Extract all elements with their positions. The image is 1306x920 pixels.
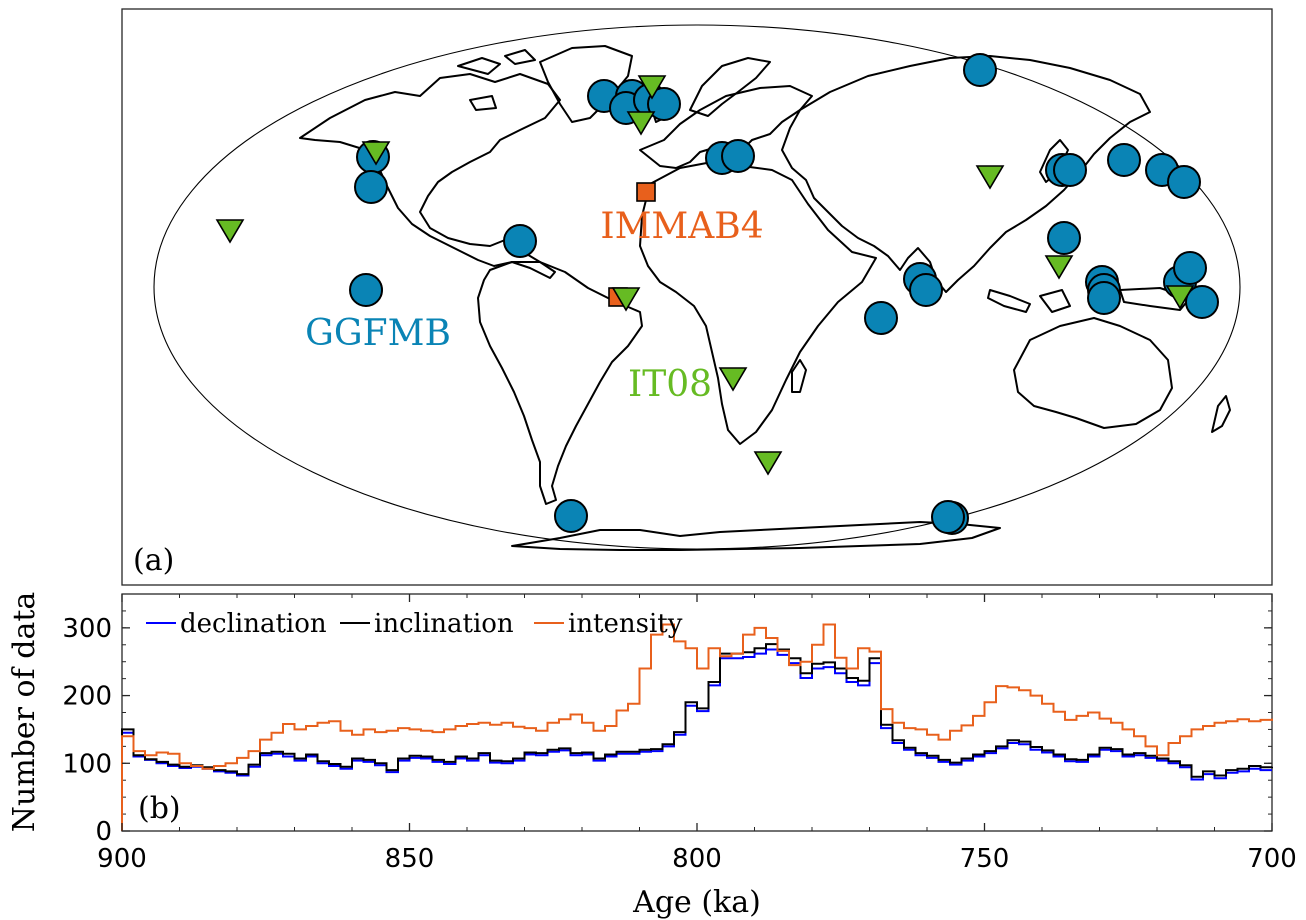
se-asia-islands <box>987 277 1191 313</box>
ggfmb-site-marker <box>864 301 898 335</box>
x-tick-label: 700 <box>1247 844 1297 874</box>
asia-coast <box>781 55 1151 293</box>
x-tick-label: 750 <box>960 844 1010 874</box>
ggfmb-site-marker <box>349 273 383 307</box>
ggfmb-site-marker <box>1167 165 1201 199</box>
it08-site-marker <box>975 165 1005 190</box>
mollweide-outline <box>153 24 1241 550</box>
site-markers <box>215 53 1219 535</box>
south-america-coast <box>477 261 643 505</box>
chart-panel-label: (b) <box>138 791 181 826</box>
it08-site-marker <box>753 451 783 476</box>
series-line-intensity <box>121 623 1273 831</box>
y-tick-label: 0 <box>95 817 112 847</box>
immab4-label: IMMAB4 <box>600 206 763 247</box>
legend: declination inclination intensity <box>146 609 683 639</box>
y-tick-label: 100 <box>62 749 112 779</box>
it08-site-marker <box>637 75 667 100</box>
map-panel-label: (a) <box>133 543 174 578</box>
ggfmb-site-marker <box>503 224 537 258</box>
x-tick-label: 900 <box>97 844 147 874</box>
legend-label-declination: declination <box>180 609 327 639</box>
legend-label-intensity: intensity <box>568 609 683 639</box>
it08-site-marker <box>1044 255 1074 280</box>
ggfmb-site-marker <box>909 273 943 307</box>
ggfmb-site-marker <box>554 499 588 533</box>
series-line-inclination <box>121 643 1273 831</box>
legend-label-inclination: inclination <box>374 609 514 639</box>
ggfmb-label: GGFMB <box>305 313 451 354</box>
ggfmb-site-marker <box>963 53 997 87</box>
ggfmb-site-marker <box>354 170 388 204</box>
it08-site-marker <box>718 367 748 392</box>
ggfmb-site-marker <box>931 500 965 534</box>
y-axis-label: Number of data <box>7 592 42 833</box>
arctic-islands <box>457 49 536 111</box>
ggfmb-site-marker <box>1107 143 1141 177</box>
x-axis-ticks: 900 850 800 750 700 <box>97 594 1297 874</box>
it08-site-marker <box>215 219 245 244</box>
madagascar-coast <box>791 359 807 393</box>
ggfmb-site-marker <box>1053 153 1087 187</box>
y-tick-label: 200 <box>62 682 112 712</box>
australia-coast <box>1013 317 1173 429</box>
map-panel: GGFMB IMMAB4 IT08 (a) <box>121 8 1273 586</box>
it08-site-marker <box>361 141 391 166</box>
europe-coast <box>639 85 813 169</box>
y-axis-ticks: 0 100 200 300 <box>62 614 1272 847</box>
x-axis-label: Age (ka) <box>632 885 761 920</box>
ggfmb-site-marker <box>1087 281 1121 315</box>
ggfmb-site-marker <box>1047 221 1081 255</box>
y-tick-label: 300 <box>62 614 112 644</box>
it08-site-marker <box>611 287 641 312</box>
ggfmb-site-marker <box>1173 251 1207 285</box>
x-tick-label: 800 <box>672 844 722 874</box>
ggfmb-site-marker <box>1185 285 1219 319</box>
x-tick-label: 850 <box>385 844 435 874</box>
it08-site-marker <box>1165 285 1195 310</box>
chart-panel: 900 850 800 750 700 0 100 200 300 Age (ka) Numb… <box>7 592 1297 920</box>
scandinavia-coast <box>689 57 771 117</box>
africa-coast <box>639 161 877 445</box>
north-america-coast <box>299 73 561 279</box>
immab4-site-marker <box>636 182 656 202</box>
it08-label: IT08 <box>628 364 712 405</box>
it08-site-marker <box>626 111 656 136</box>
new-zealand-coast <box>1211 395 1231 433</box>
ggfmb-site-marker <box>721 139 755 173</box>
ggfmb-site-marker <box>647 87 681 121</box>
series-lines <box>121 623 1273 831</box>
